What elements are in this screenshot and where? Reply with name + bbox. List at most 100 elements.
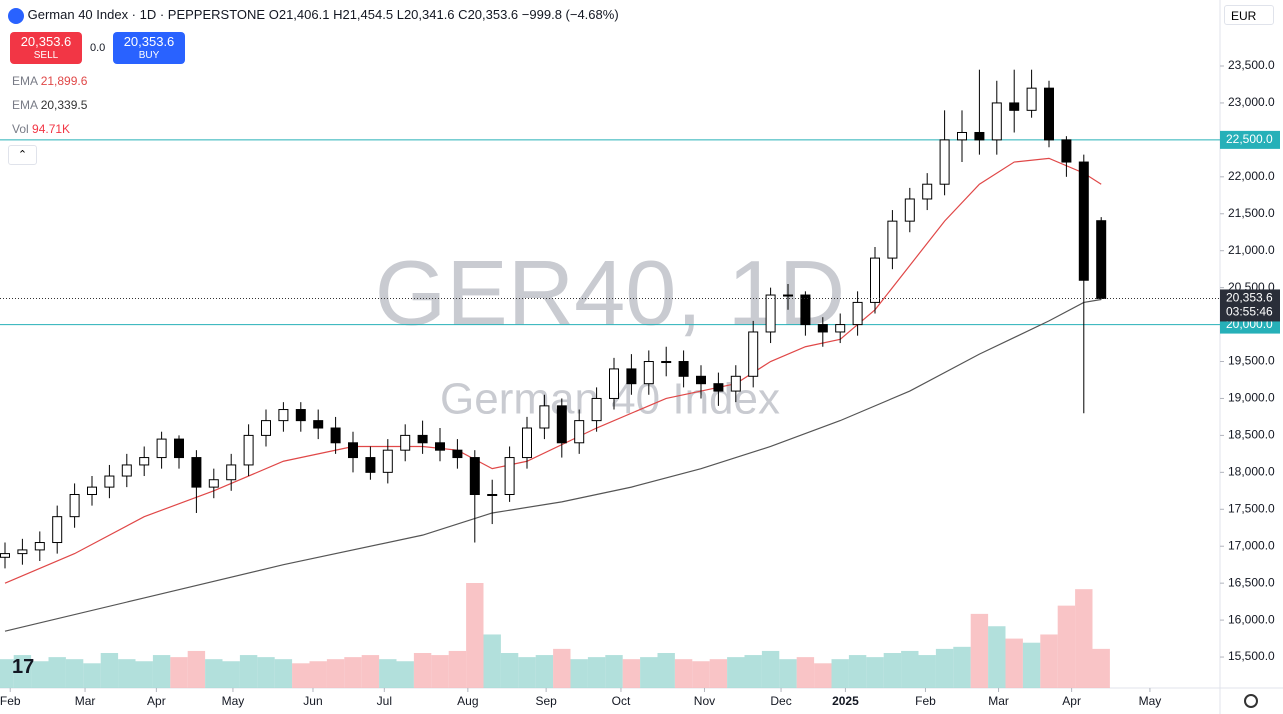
volume-bar (396, 661, 414, 688)
candle-body (1009, 102, 1020, 111)
volume-bar (309, 661, 327, 688)
y-tick-label: 19,500.0 (1228, 354, 1275, 368)
c-value: 20,353.6 (467, 7, 519, 22)
x-tick-label: Apr (147, 694, 166, 708)
volume-bar (100, 653, 119, 688)
volume-bar (379, 659, 397, 688)
price-label-box (1220, 130, 1280, 149)
x-tick-label: Mar (75, 694, 96, 708)
volume-bar (500, 653, 519, 688)
volume-bar (48, 657, 66, 688)
buy-label: BUY (138, 50, 160, 61)
candle-body (17, 549, 28, 555)
volume-bar (570, 659, 588, 688)
candle-body (765, 294, 776, 333)
volume-bar (970, 613, 989, 688)
x-tick-label: May (222, 694, 245, 708)
volume-bar (901, 650, 919, 688)
candle-body (817, 324, 828, 333)
volume-bar (0, 659, 14, 688)
sell-label: SELL (33, 50, 59, 61)
x-tick-label: Feb (915, 694, 936, 708)
collapse-button[interactable]: ⌃ (8, 145, 37, 165)
candle-body (504, 457, 515, 496)
volume-bar (257, 657, 275, 688)
volume-bar (814, 663, 832, 688)
candle-body (87, 486, 97, 496)
x-tick-label: Dec (770, 694, 791, 708)
y-tick-label: 22,000.0 (1228, 169, 1275, 183)
volume-bar (31, 661, 49, 688)
candle-body (957, 131, 967, 141)
volume-bar (1075, 589, 1093, 688)
x-tick-label: Feb (0, 694, 21, 708)
buy-button[interactable]: 20,353.6 BUY (113, 32, 185, 64)
x-tick-label: Aug (457, 694, 478, 708)
sell-button[interactable]: 20,353.6 SELL (10, 32, 82, 64)
volume-bar (692, 661, 710, 688)
volume-bar (361, 655, 380, 688)
symbol: German 40 Index · 1D · PEPPERSTONE (27, 7, 266, 22)
volume-bar (187, 650, 206, 688)
volume-bar (118, 659, 136, 688)
volume-bar (953, 646, 971, 688)
candle-body (191, 457, 202, 488)
volume-bar (709, 659, 728, 688)
candle-body (243, 434, 254, 466)
vol-label: Vol (12, 122, 29, 136)
candle-body (574, 420, 585, 444)
volume-bar (344, 657, 362, 688)
candle-body (904, 198, 915, 222)
candle-body (1061, 139, 1072, 163)
y-tick-label: 23,000.0 (1228, 95, 1275, 109)
candle-body (870, 257, 880, 303)
volume-bar (65, 659, 84, 688)
volume-bar (1057, 605, 1076, 688)
candle-body (382, 449, 393, 473)
spread: 0.0 (90, 42, 106, 54)
candle-body (174, 438, 184, 459)
candle-body (852, 301, 863, 326)
settings-icon[interactable] (1244, 694, 1258, 708)
vol-legend: Vol 94.71K (12, 122, 70, 136)
candle-body (991, 102, 1002, 141)
candle-body (226, 464, 237, 481)
o-label: O (268, 7, 279, 22)
y-tick-label: 17,000.0 (1228, 538, 1275, 552)
candle-body (643, 361, 654, 385)
candle-body (313, 420, 324, 429)
candle-body (469, 457, 480, 496)
volume-bar (518, 657, 536, 688)
candle-body (1026, 87, 1037, 111)
candle-body (156, 438, 167, 459)
ema2-legend: EMA 20,339.5 (12, 98, 87, 112)
volume-bar (587, 657, 606, 688)
volume-bar (413, 653, 432, 688)
currency[interactable]: EUR (1224, 5, 1274, 25)
candle-body (522, 427, 532, 459)
ema2-label: EMA (12, 98, 38, 112)
candle-body (69, 494, 80, 518)
volume-bar (466, 583, 484, 688)
volume-bar (448, 650, 467, 688)
volume-bar (883, 653, 902, 688)
x-tick-label: Jul (377, 694, 392, 708)
y-tick-label: 15,500.0 (1228, 649, 1275, 663)
plot: 15,500.0 16,000.0 16,500.0 17,000.0 17,500.0… (0, 58, 1280, 708)
symbol-icon (8, 7, 24, 24)
volume-bar (761, 650, 780, 688)
volume-bar (205, 659, 223, 688)
candle-body (591, 397, 602, 422)
candle-body (208, 479, 219, 488)
h-label: H (333, 7, 343, 22)
c-label: C (458, 7, 468, 22)
volume-bar (83, 663, 101, 688)
candle-body (713, 383, 724, 392)
candle-body (261, 420, 271, 436)
x-tick-label: 2025 (832, 694, 859, 708)
volume-bar (640, 657, 658, 688)
volume-bar (222, 661, 240, 688)
volume-bar (135, 661, 153, 688)
volume-bar (553, 648, 571, 688)
